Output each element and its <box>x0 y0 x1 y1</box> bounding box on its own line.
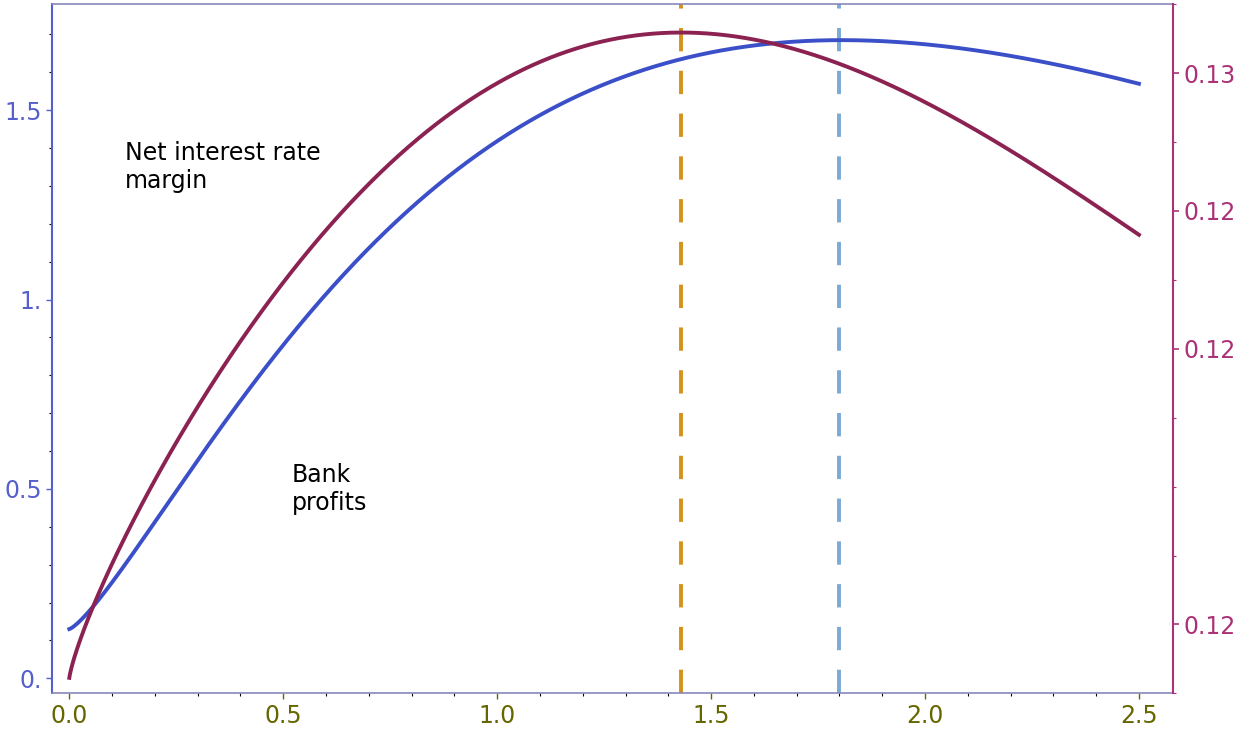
Text: Bank
profits: Bank profits <box>291 463 367 515</box>
Text: Net interest rate
margin: Net interest rate margin <box>125 141 321 193</box>
